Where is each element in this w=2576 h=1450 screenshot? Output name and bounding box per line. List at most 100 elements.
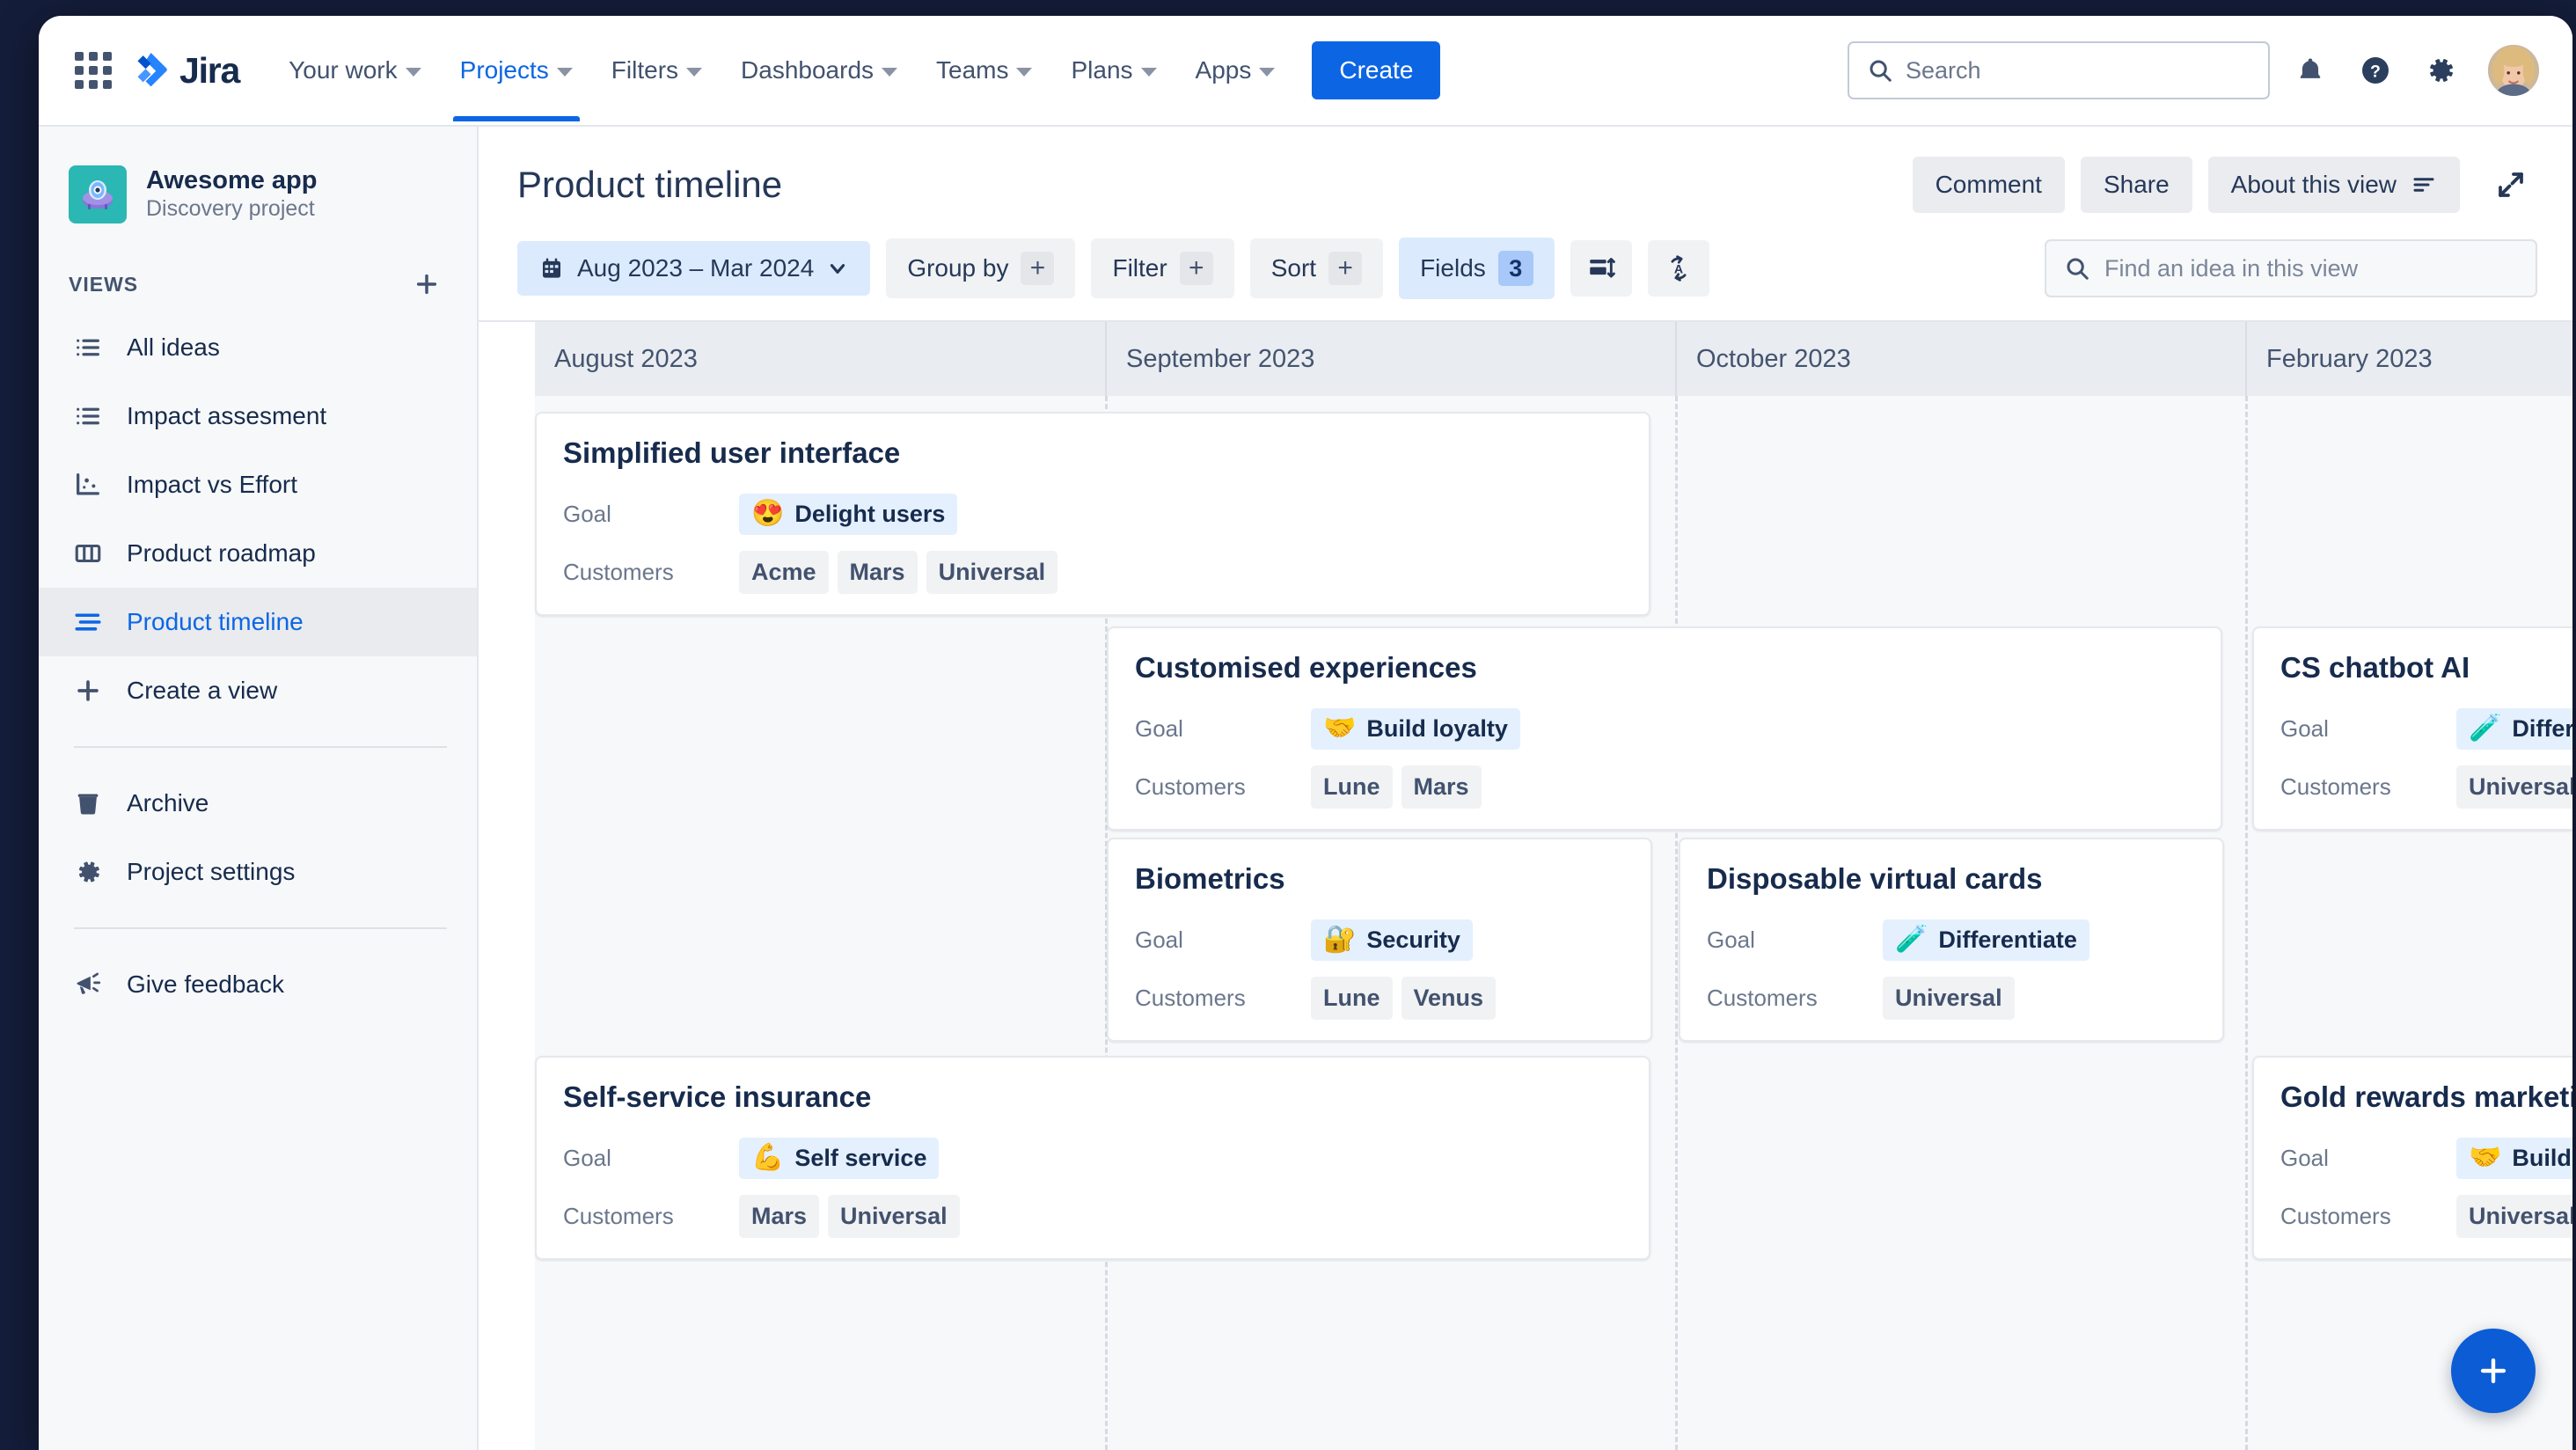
sidebar-item-archive[interactable]: Archive: [39, 769, 477, 838]
chevron-down-icon: [882, 68, 898, 77]
sort-label: Sort: [1270, 254, 1317, 282]
nav-item-apps[interactable]: Apps: [1182, 42, 1290, 99]
customer-chip[interactable]: Venus: [1401, 977, 1497, 1020]
expand-glyph: [2499, 172, 2523, 197]
goal-chip[interactable]: 💪 Self service: [739, 1137, 940, 1179]
sidebar-item-product-timeline[interactable]: Product timeline: [39, 588, 477, 656]
customer-chip[interactable]: Lune: [1311, 977, 1393, 1020]
sidebar-item-give-feedback[interactable]: Give feedback: [39, 950, 477, 1019]
customer-chip[interactable]: Mars: [1401, 765, 1482, 809]
sidebar-item-impact-assesment[interactable]: Impact assesment: [39, 382, 477, 450]
create-idea-fab[interactable]: [2451, 1329, 2536, 1413]
customers-field-label: Customers: [563, 559, 674, 585]
idea-card-title: Self-service insurance: [563, 1080, 872, 1113]
gear-glyph: [2430, 59, 2453, 82]
idea-card[interactable]: Disposable virtual cards Goal 🧪 Differentia…: [1679, 838, 2224, 1042]
idea-card-customers-row: Customers Universal: [2280, 765, 2572, 809]
sidebar-item-label: All ideas: [127, 333, 220, 361]
month-column-header: February 2023: [2245, 322, 2572, 396]
idea-card[interactable]: Self-service insurance Goal 💪 Self service C…: [535, 1056, 1650, 1260]
goal-emoji-icon: 😍: [751, 499, 785, 528]
list-icon: [69, 328, 107, 367]
customer-chip[interactable]: Acme: [739, 551, 829, 594]
expand-icon[interactable]: [2485, 158, 2537, 211]
group-by-button[interactable]: Group by +: [886, 238, 1076, 298]
nav-label: Apps: [1195, 56, 1252, 84]
idea-card-goal-row: Goal 🤝 Build loyalty: [1135, 707, 2194, 750]
nav-item-plans[interactable]: Plans: [1057, 42, 1170, 99]
sidebar-item-product-roadmap[interactable]: Product roadmap: [39, 519, 477, 588]
customer-chip[interactable]: Mars: [837, 551, 918, 594]
idea-card[interactable]: Simplified user interface Goal 😍 Delight us…: [535, 412, 1650, 616]
goal-chip[interactable]: 🔐 Security: [1311, 919, 1473, 961]
views-section-label: VIEWS: [69, 272, 139, 296]
about-this-view-button[interactable]: About this view: [2207, 157, 2460, 213]
fields-button[interactable]: Fields 3: [1399, 238, 1555, 299]
customer-chip[interactable]: Universal: [828, 1195, 960, 1238]
filter-button[interactable]: Filter +: [1091, 238, 1234, 298]
sidebar-item-label: Product timeline: [127, 608, 304, 635]
settings-icon[interactable]: [2416, 46, 2465, 95]
project-header[interactable]: Awesome app Discovery project: [39, 150, 477, 232]
customers-chip-group: Universal: [1883, 977, 2015, 1020]
month-column-header: October 2023: [1675, 322, 2245, 396]
idea-card[interactable]: Customised experiences Goal 🤝 Build loyalty…: [1107, 626, 2222, 831]
row-height-button[interactable]: [1570, 240, 1632, 297]
avatar[interactable]: [2486, 43, 2541, 98]
nav-item-dashboards[interactable]: Dashboards: [727, 42, 911, 99]
jira-logo[interactable]: Jira: [130, 50, 240, 92]
goal-field-label: Goal: [1707, 926, 1755, 953]
customer-chip[interactable]: Lune: [1311, 765, 1393, 809]
nav-item-filters[interactable]: Filters: [597, 42, 716, 99]
nav-label: Your work: [289, 56, 398, 84]
page-title: Product timeline: [517, 164, 783, 205]
goal-chip-label: Differentiate: [2512, 714, 2572, 742]
find-idea-placeholder: Find an idea in this view: [2104, 254, 2359, 282]
add-view-icon[interactable]: [406, 264, 447, 304]
sidebar-item-create-a-view[interactable]: Create a view: [39, 656, 477, 725]
plus-glyph: [77, 680, 99, 701]
goal-chip[interactable]: 😍 Delight users: [739, 493, 958, 535]
sort-button[interactable]: Sort +: [1249, 238, 1384, 298]
sidebar-item-all-ideas[interactable]: All ideas: [39, 313, 477, 382]
find-idea-input[interactable]: Find an idea in this view: [2045, 239, 2537, 297]
chevron-down-icon: [1016, 68, 1033, 77]
customer-chip[interactable]: Universal: [2456, 765, 2572, 809]
date-range-selector[interactable]: Aug 2023 – Mar 2024: [517, 241, 871, 296]
svg-text:?: ?: [2370, 62, 2381, 82]
goal-chip[interactable]: 🧪 Differentiate: [1883, 919, 2089, 961]
customer-chip[interactable]: Universal: [2456, 1195, 2572, 1238]
share-button[interactable]: Share: [2080, 157, 2192, 213]
idea-card[interactable]: Gold rewards marketing Goal 🤝 Build loyalty…: [2252, 1056, 2572, 1260]
notifications-icon[interactable]: [2286, 46, 2335, 95]
goal-emoji-icon: 💪: [751, 1143, 785, 1172]
customer-chip[interactable]: Universal: [926, 551, 1058, 594]
goal-chip[interactable]: 🤝 Build loyalty: [2456, 1137, 2572, 1179]
sidebar-item-project-settings[interactable]: Project settings: [39, 838, 477, 906]
gear-icon: [69, 853, 107, 891]
idea-card-goal-row: Goal 🔐 Security: [1135, 919, 1624, 961]
plus-icon: [69, 671, 107, 710]
goal-chip[interactable]: 🧪 Differentiate: [2456, 707, 2572, 750]
timeline-lanes: Simplified user interface Goal 😍 Delight us…: [535, 396, 2572, 1450]
sidebar-item-impact-vs-effort[interactable]: Impact vs Effort: [39, 450, 477, 519]
comment-button[interactable]: Comment: [1912, 157, 2065, 213]
customer-chip[interactable]: Universal: [1883, 977, 2015, 1020]
global-navigation: Jira Your work Projects Filters Dashboar…: [39, 16, 2572, 127]
goal-chip-label: Build loyalty: [2512, 1144, 2572, 1171]
nav-item-teams[interactable]: Teams: [922, 42, 1046, 99]
goal-chip[interactable]: 🤝 Build loyalty: [1311, 707, 1520, 750]
search-icon: [2067, 258, 2089, 280]
goal-chip-label: Differentiate: [1938, 926, 2077, 953]
app-switcher-icon[interactable]: [70, 48, 116, 93]
nav-item-projects[interactable]: Projects: [446, 42, 587, 121]
idea-card[interactable]: CS chatbot AI Goal 🧪 Differentiate Customers…: [2252, 626, 2572, 831]
customer-chip[interactable]: Mars: [739, 1195, 820, 1238]
global-search-input[interactable]: Search: [1848, 41, 2270, 99]
nav-right-group: Search ?: [1848, 41, 2541, 99]
auto-label-button[interactable]: A: [1647, 240, 1709, 297]
idea-card[interactable]: Biometrics Goal 🔐 Security Customers Lune Venu…: [1107, 838, 1652, 1042]
help-icon[interactable]: ?: [2351, 46, 2400, 95]
nav-item-your-work[interactable]: Your work: [274, 42, 435, 99]
create-button[interactable]: Create: [1312, 41, 1441, 99]
